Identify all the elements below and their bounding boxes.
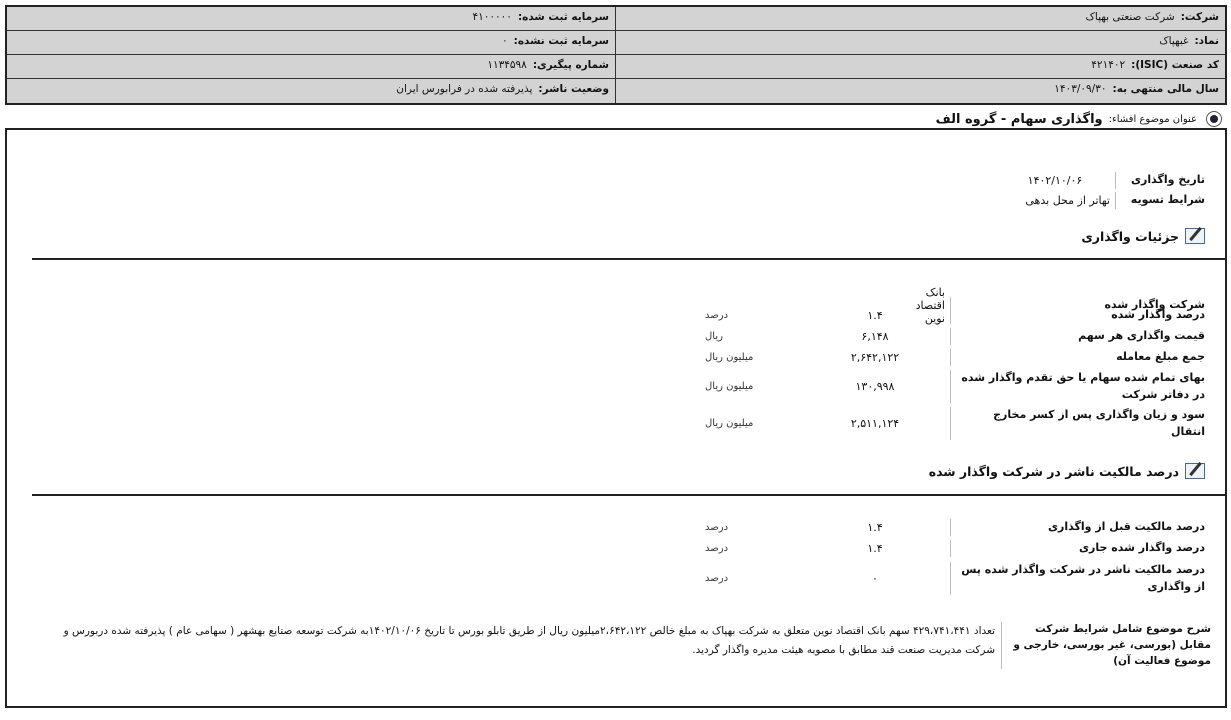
header-label: سال مالی منتهی به: — [1112, 83, 1220, 95]
disclosure-topic: عنوان موضوع افشاء: واگذاری سهام - گروه ا… — [936, 108, 1225, 130]
header-cell: کد صنعت (ISIC): ۴۲۱۴۰۲ — [616, 55, 1225, 78]
header-value: غبهپاک — [1159, 35, 1189, 47]
field-unit: درصد — [705, 573, 729, 584]
field-label: قیمت واگذاری هر سهم — [950, 328, 1205, 345]
field-label: جمع مبلغ معامله — [950, 349, 1205, 366]
field-value: ۱۴۰۲/۱۰/۰۶ — [1027, 173, 1083, 187]
detail-row: قیمت واگذاری هر سهم ۶,۱۴۸ ریال — [705, 328, 1205, 345]
header-label: شماره پیگیری: — [532, 59, 609, 71]
header-label: وضعیت ناشر: — [538, 83, 609, 95]
header-label: کد صنعت (ISIC): — [1131, 59, 1219, 71]
disclosure-body: تاریخ واگذاری ۱۴۰۲/۱۰/۰۶ شرایط تسویه تها… — [5, 128, 1227, 708]
header-cell: شماره پیگیری: ۱۱۳۴۵۹۸ — [7, 55, 616, 78]
detail-row: جمع مبلغ معامله ۲,۶۴۲,۱۲۲ میلیون ریال — [705, 349, 1205, 366]
detail-row: درصد واگذار شده ۱.۴ درصد — [705, 307, 1205, 324]
detail-row: سود و زیان واگذاری پس از کسر مخارج انتقا… — [705, 407, 1205, 440]
field-unit: میلیون ریال — [705, 418, 754, 429]
field-label: شرایط تسویه — [1115, 192, 1205, 209]
header-cell: سال مالی منتهی به: ۱۴۰۳/۰۹/۳۰ — [616, 79, 1225, 103]
detail-row: درصد مالکیت قبل از واگذاری ۱.۴ درصد — [705, 519, 1205, 536]
field-label: شرکت واگذار شده — [950, 297, 1205, 314]
field-value: ۰ — [872, 572, 878, 585]
header-value: شرکت صنعتی بهپاک — [1085, 11, 1175, 23]
detail-row: درصد مالکیت ناشر در شرکت واگذار شده پس ا… — [705, 562, 1205, 595]
header-value: ۱۱۳۴۵۹۸ — [487, 59, 527, 71]
section-title-ownership: درصد مالکیت ناشر در شرکت واگذار شده — [929, 463, 1205, 479]
detail-row: درصد واگذار شده جاری ۱.۴ درصد — [705, 540, 1205, 557]
divider — [32, 494, 1225, 496]
field-label: درصد مالکیت قبل از واگذاری — [950, 519, 1205, 536]
header-label: سرمایه ثبت شده: — [517, 11, 609, 23]
section-title-details: جزئیات واگذاری — [1081, 228, 1205, 244]
header-value: پذیرفته شده در فرابورس ایران — [396, 83, 533, 95]
header-row: سال مالی منتهی به: ۱۴۰۳/۰۹/۳۰ وضعیت ناشر: پ… — [7, 79, 1225, 103]
header-cell: وضعیت ناشر: پذیرفته شده در فرابورس ایران — [7, 79, 616, 103]
header-value: ۱۴۰۳/۰۹/۳۰ — [1054, 83, 1107, 95]
header-row: شرکت: شرکت صنعتی بهپاک سرمایه ثبت شده: ۴۱۰۰… — [7, 7, 1225, 31]
header-label: سرمایه ثبت نشده: — [513, 35, 609, 47]
field-value: تهاتر از محل بدهی — [1025, 193, 1110, 207]
field-label: درصد مالکیت ناشر در شرکت واگذار شده پس ا… — [950, 562, 1205, 595]
header-cell: نماد: غبهپاک — [616, 31, 1225, 54]
field-label: درصد واگذار شده جاری — [950, 540, 1205, 557]
field-label: بهای تمام شده سهام یا حق تقدم واگذار شده… — [950, 370, 1205, 403]
header-cell: سرمایه ثبت نشده: ۰ — [7, 31, 616, 54]
target-icon — [1203, 108, 1225, 130]
field-value: ۲,۵۱۱,۱۲۴ — [850, 417, 900, 430]
field-unit: درصد — [705, 521, 729, 533]
general-row: شرایط تسویه تهاتر از محل بدهی — [1025, 192, 1205, 209]
field-label: سود و زیان واگذاری پس از کسر مخارج انتقا… — [950, 407, 1205, 440]
field-label: تاریخ واگذاری — [1115, 172, 1205, 189]
field-value: ۱.۴ — [867, 308, 883, 322]
header-value: ۴۲۱۴۰۲ — [1091, 59, 1126, 71]
field-label: درصد واگذار شده — [950, 307, 1205, 324]
header-cell: سرمایه ثبت شده: ۴۱۰۰۰۰۰ — [7, 7, 616, 30]
description-label: شرح موضوع شامل شرایط شرکت مقابل (بورسی، … — [1001, 622, 1211, 670]
topic-label: عنوان موضوع افشاء: — [1108, 113, 1197, 125]
field-value: ۲,۶۴۲,۱۲۲ — [850, 350, 900, 364]
general-row: تاریخ واگذاری ۱۴۰۲/۱۰/۰۶ — [995, 172, 1205, 189]
description-row: شرح موضوع شامل شرایط شرکت مقابل (بورسی، … — [31, 622, 1211, 670]
header-label: شرکت: — [1180, 11, 1219, 23]
field-value: ۱۳۰,۹۹۸ — [855, 380, 895, 393]
field-value: ۶,۱۴۸ — [861, 329, 889, 343]
company-info-header: شرکت: شرکت صنعتی بهپاک سرمایه ثبت شده: ۴۱۰۰… — [5, 5, 1227, 105]
field-unit: میلیون ریال — [705, 381, 754, 392]
edit-icon — [1185, 228, 1205, 244]
header-value: ۴۱۰۰۰۰۰ — [472, 11, 512, 23]
header-label: نماد: — [1194, 35, 1219, 47]
section-title: جزئیات واگذاری — [1081, 228, 1179, 244]
header-row: کد صنعت (ISIC): ۴۲۱۴۰۲ شماره پیگیری: ۱۱۳۴۵۹… — [7, 55, 1225, 79]
field-unit: ریال — [705, 330, 723, 342]
edit-icon — [1185, 463, 1205, 479]
field-value: ۱.۴ — [867, 541, 883, 555]
header-cell: شرکت: شرکت صنعتی بهپاک — [616, 7, 1225, 30]
description-text: تعداد ۴۲۹،۷۴۱،۴۴۱ سهم بانک اقتصاد نوین م… — [63, 625, 995, 656]
section-title: درصد مالکیت ناشر در شرکت واگذار شده — [928, 463, 1179, 479]
divider — [32, 258, 1225, 260]
header-row: نماد: غبهپاک سرمایه ثبت نشده: ۰ — [7, 31, 1225, 55]
topic-title: واگذاری سهام - گروه الف — [935, 111, 1103, 127]
field-unit: درصد — [705, 542, 729, 554]
field-unit: درصد — [705, 309, 729, 321]
field-value: ۱.۴ — [867, 520, 883, 534]
header-value: ۰ — [502, 35, 508, 47]
field-unit: میلیون ریال — [705, 351, 754, 363]
detail-row: بهای تمام شده سهام یا حق تقدم واگذار شده… — [705, 370, 1205, 403]
